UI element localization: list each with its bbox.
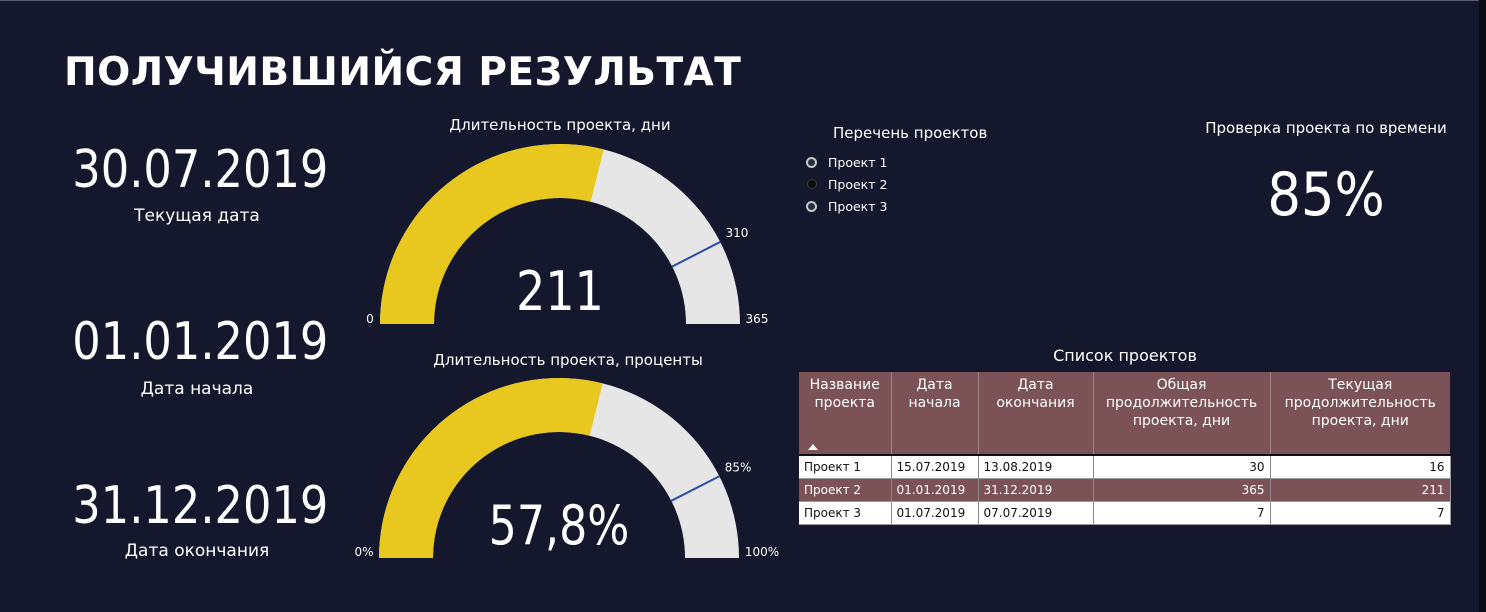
gauge-percent-min-label: 0% (354, 545, 373, 559)
cell-current: 16 (1270, 454, 1451, 479)
gauge-percent-target-line (670, 475, 720, 502)
cell-name: Проект 1 (799, 454, 892, 479)
end-date-label: Дата окончания (124, 541, 270, 561)
column-header-end[interactable]: Дата окончания (978, 372, 1094, 455)
column-header-total[interactable]: Общая продолжительность проекта, дни (1093, 372, 1271, 455)
gauge-percent-title: Длительность проекта, проценты (433, 351, 703, 369)
table-row[interactable]: Проект 2 01.01.2019 31.12.2019 365 211 (799, 478, 1451, 502)
gauge-percent-value: 57,8% (489, 494, 630, 557)
slicer-title: Перечень проектов (833, 124, 988, 142)
cell-current: 7 (1270, 501, 1451, 525)
gauge-percent-fill (379, 378, 603, 558)
column-header-name[interactable]: Название проекта (799, 372, 892, 455)
slicer-item-project-2[interactable]: Проект 2 (806, 175, 887, 193)
gauge-percent-max-label: 100% (745, 545, 779, 559)
table-row[interactable]: Проект 3 01.07.2019 07.07.2019 7 7 (799, 501, 1451, 525)
slicer-item-label: Проект 3 (828, 198, 888, 214)
slicer-item-project-3[interactable]: Проект 3 (806, 197, 887, 215)
projects-table-title: Список проектов (1053, 346, 1197, 365)
table-row[interactable]: Проект 1 15.07.2019 13.08.2019 30 16 (799, 454, 1451, 479)
column-header-current[interactable]: Текущая продолжительность проекта, дни (1270, 372, 1450, 455)
gauge-days: 211 0 365 310 (366, 144, 769, 326)
projects-table: Название проекта Дата начала Дата оконча… (799, 372, 1451, 525)
current-date-value: 30.07.2019 (72, 140, 329, 200)
cell-start: 01.07.2019 (891, 501, 979, 525)
sort-ascending-icon[interactable] (808, 444, 818, 450)
gauge-days-fill (380, 144, 604, 324)
cell-start: 01.01.2019 (891, 478, 979, 502)
right-border (1479, 0, 1486, 612)
column-header-start[interactable]: Дата начала (891, 372, 979, 455)
gauge-days-value: 211 (516, 259, 604, 323)
cell-end: 13.08.2019 (978, 454, 1094, 479)
cell-end: 07.07.2019 (978, 501, 1094, 525)
time-check-title: Проверка проекта по времени (1205, 119, 1447, 137)
slicer-item-label: Проект 2 (828, 176, 888, 192)
gauge-percent: 57,8% 0% 100% 85% (354, 378, 779, 559)
page-title: ПОЛУЧИВШИЙСЯ РЕЗУЛЬТАТ (64, 50, 742, 95)
radio-icon[interactable] (806, 156, 817, 168)
cell-total: 7 (1093, 501, 1271, 525)
cell-current: 211 (1270, 478, 1451, 502)
gauge-percent-target-label: 85% (725, 461, 752, 475)
current-date-label: Текущая дата (134, 206, 260, 226)
cell-total: 365 (1093, 478, 1271, 502)
slicer-item-project-1[interactable]: Проект 1 (806, 153, 887, 171)
radio-icon[interactable] (806, 200, 817, 212)
cell-start: 15.07.2019 (891, 454, 979, 479)
radio-icon[interactable] (807, 179, 817, 189)
start-date-label: Дата начала (140, 379, 254, 399)
top-border (0, 0, 1486, 1)
slicer-item-label: Проект 1 (828, 154, 888, 170)
table-header-row: Название проекта Дата начала Дата оконча… (799, 372, 1450, 455)
cell-name: Проект 3 (799, 501, 892, 525)
end-date-value: 31.12.2019 (72, 476, 329, 536)
gauge-days-max-label: 365 (746, 312, 769, 326)
gauge-days-title: Длительность проекта, дни (449, 116, 671, 134)
time-check-value: 85% (1267, 160, 1385, 230)
gauge-days-target-line (671, 241, 721, 268)
start-date-value: 01.01.2019 (72, 312, 329, 372)
gauge-days-min-label: 0 (366, 312, 374, 326)
cell-end: 31.12.2019 (978, 478, 1094, 502)
cell-name: Проект 2 (799, 478, 892, 502)
gauge-days-target-label: 310 (726, 226, 749, 240)
cell-total: 30 (1093, 454, 1271, 479)
